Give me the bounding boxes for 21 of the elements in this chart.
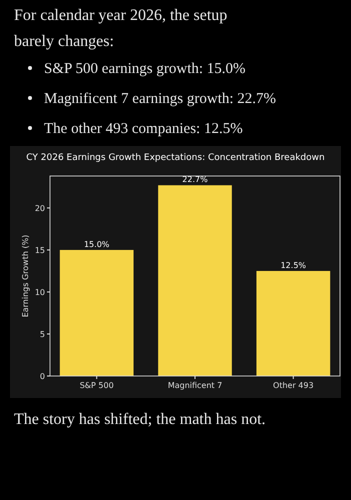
data-label: 15.0% [84,240,110,249]
data-label: 12.5% [280,260,306,270]
text: The other 493 companies: 12.5% [44,121,243,137]
y-tick-label: 0 [40,372,45,381]
x-tick-label: Other 493 [273,381,314,390]
x-tick-label: Magnificent 7 [168,381,222,390]
y-tick-label: 15 [34,246,45,255]
y-axis-title: Earnings Growth (%) [21,234,30,318]
data-label: 22.7% [182,175,208,184]
y-tick-label: 20 [34,204,45,213]
y-tick-label: 10 [34,288,45,297]
chart-title: CY 2026 Earnings Growth Expectations: Concentration Breakdown [26,153,325,163]
y-tick-label: 5 [40,330,45,339]
text: S&P 500 earnings growth: 15.0% [44,61,246,77]
text: For calendar year 2026, the setup barely changes: [14,7,228,50]
text: Magnificent 7 earnings growth: 22.7% [44,91,276,107]
x-tick-label: S&P 500 [80,381,114,390]
text: The story has shifted; the math has not. [14,411,266,428]
bar [158,185,232,376]
bar [256,270,330,376]
bar [60,250,134,376]
